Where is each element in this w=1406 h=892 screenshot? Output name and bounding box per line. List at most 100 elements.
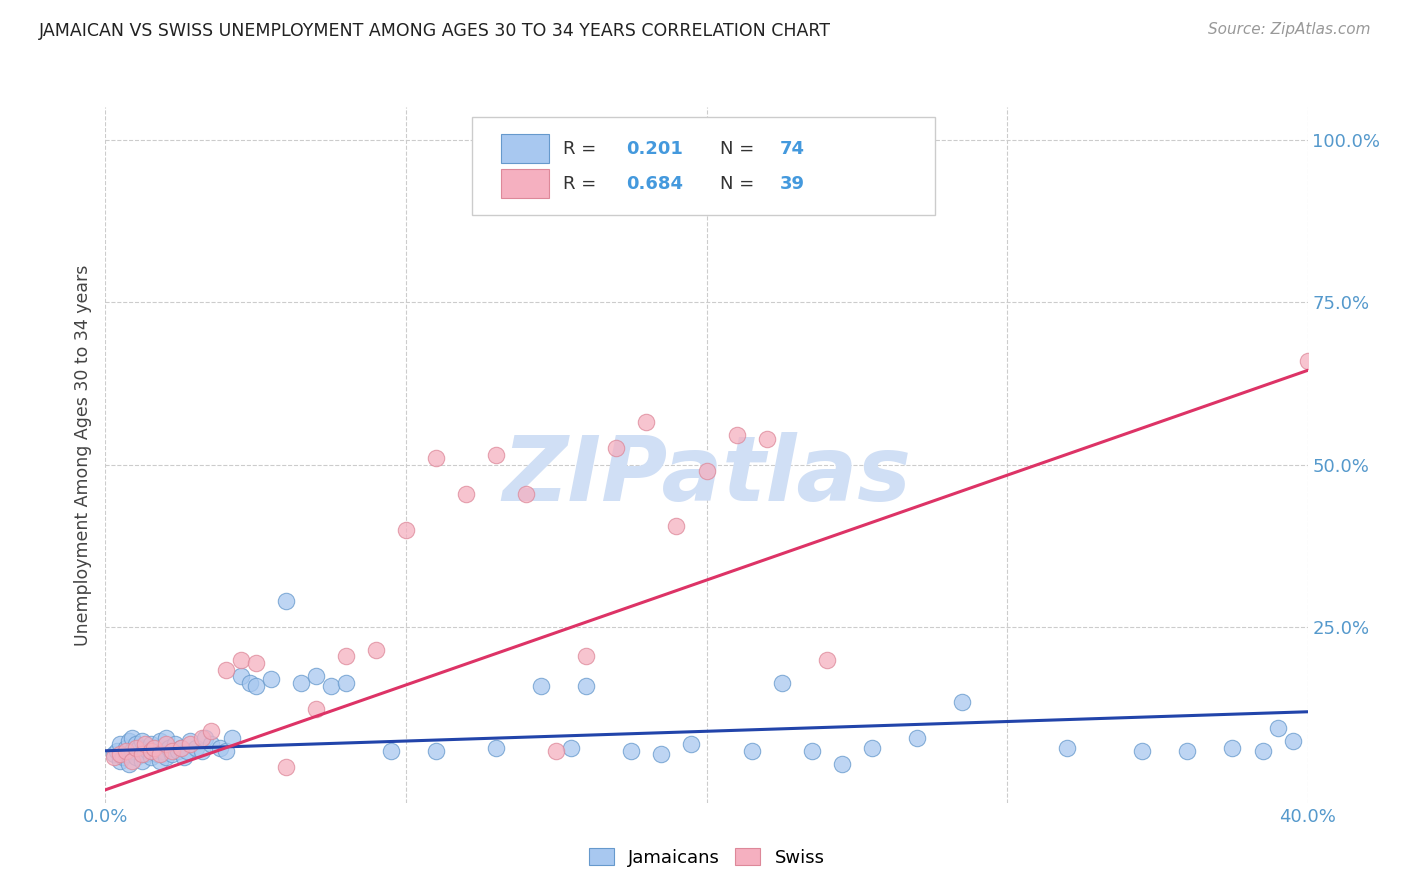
Point [110, 737, 132, 751]
Point [741, 744, 763, 758]
Point [530, 679, 553, 693]
FancyBboxPatch shape [501, 134, 548, 163]
Point [124, 737, 146, 751]
Point [831, 756, 853, 771]
Point [131, 754, 153, 768]
Point [134, 747, 156, 761]
Point [815, 653, 838, 667]
Point [169, 740, 191, 755]
Point [425, 451, 447, 466]
Point [950, 695, 973, 709]
Point [1251, 744, 1274, 758]
Point [221, 731, 243, 745]
FancyBboxPatch shape [501, 169, 548, 198]
Point [160, 744, 183, 758]
Point [142, 740, 165, 755]
Point [380, 744, 402, 758]
Text: N =: N = [720, 175, 759, 193]
Text: Source: ZipAtlas.com: Source: ZipAtlas.com [1208, 22, 1371, 37]
Point [395, 523, 418, 537]
Point [515, 487, 537, 501]
Point [1296, 353, 1319, 368]
Point [184, 740, 207, 755]
Point [110, 747, 132, 761]
Point [157, 740, 180, 755]
Point [239, 675, 262, 690]
Point [636, 416, 658, 430]
Legend: Jamaicans, Swiss: Jamaicans, Swiss [582, 840, 831, 874]
Point [335, 675, 357, 690]
Point [190, 744, 212, 758]
Point [121, 744, 143, 758]
FancyBboxPatch shape [472, 118, 935, 215]
Text: R =: R = [564, 175, 602, 193]
Point [696, 464, 718, 478]
Text: ZIPatlas: ZIPatlas [502, 432, 911, 520]
Point [124, 750, 146, 764]
Point [725, 428, 748, 442]
Point [681, 737, 703, 751]
Point [274, 760, 297, 774]
Point [546, 744, 568, 758]
Point [214, 744, 236, 758]
Point [112, 750, 135, 764]
Point [214, 663, 236, 677]
Point [107, 744, 129, 758]
Point [128, 740, 150, 755]
Point [194, 731, 217, 745]
Text: 0.201: 0.201 [626, 140, 683, 158]
Point [1222, 740, 1244, 755]
Text: 39: 39 [780, 175, 804, 193]
Point [152, 744, 174, 758]
Point [145, 747, 167, 761]
Point [560, 740, 582, 755]
Point [274, 594, 297, 608]
Point [115, 744, 138, 758]
Point [115, 740, 138, 755]
Point [1281, 734, 1303, 748]
Point [650, 747, 672, 761]
Point [200, 737, 222, 751]
Point [665, 519, 688, 533]
Point [155, 750, 177, 764]
Point [860, 740, 883, 755]
Point [110, 754, 132, 768]
Point [190, 731, 212, 745]
Point [200, 724, 222, 739]
Point [905, 132, 928, 146]
Point [169, 740, 191, 755]
Point [176, 744, 198, 758]
Point [620, 744, 643, 758]
Point [260, 672, 283, 686]
Point [124, 740, 146, 755]
Point [454, 487, 477, 501]
Point [575, 679, 598, 693]
Point [148, 754, 170, 768]
Point [770, 675, 793, 690]
Point [1267, 721, 1289, 735]
Point [163, 737, 186, 751]
Point [136, 744, 159, 758]
Point [905, 731, 928, 745]
Point [245, 679, 267, 693]
Point [290, 675, 312, 690]
Point [103, 750, 125, 764]
Point [134, 737, 156, 751]
Point [148, 734, 170, 748]
Y-axis label: Unemployment Among Ages 30 to 34 years: Unemployment Among Ages 30 to 34 years [73, 264, 91, 646]
Point [166, 744, 188, 758]
Point [121, 754, 143, 768]
Point [335, 649, 357, 664]
Point [139, 737, 162, 751]
Text: R =: R = [564, 140, 602, 158]
Point [305, 669, 328, 683]
Point [121, 731, 143, 745]
Point [139, 750, 162, 764]
Point [208, 740, 231, 755]
Point [605, 442, 627, 456]
Point [245, 656, 267, 670]
Text: JAMAICAN VS SWISS UNEMPLOYMENT AMONG AGES 30 TO 34 YEARS CORRELATION CHART: JAMAICAN VS SWISS UNEMPLOYMENT AMONG AGE… [39, 22, 831, 40]
Point [142, 740, 165, 755]
Point [131, 747, 153, 761]
Point [160, 747, 183, 761]
